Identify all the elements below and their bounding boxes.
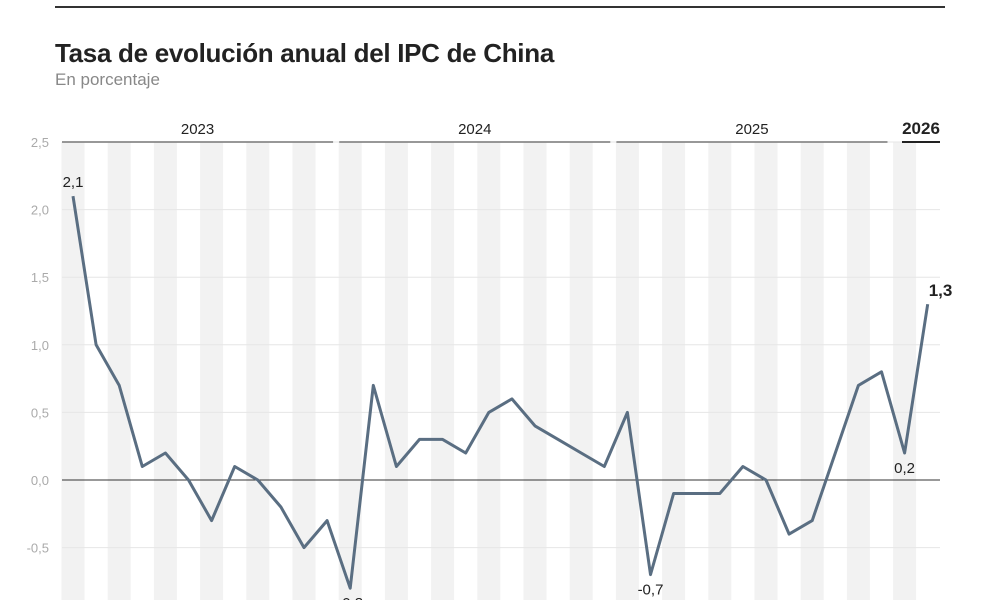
month-band — [846, 142, 870, 600]
year-label: 2026 — [902, 119, 940, 138]
month-band — [431, 142, 455, 600]
chart-title: Tasa de evolución anual del IPC de China — [55, 38, 554, 68]
month-band — [893, 142, 917, 600]
month-band — [61, 142, 85, 600]
month-band — [107, 142, 131, 600]
month-band — [569, 142, 593, 600]
month-band — [338, 142, 362, 600]
year-label: 2025 — [735, 121, 768, 138]
data-label: 2,1 — [63, 174, 84, 191]
y-tick-label: -0,5 — [27, 541, 49, 556]
month-band — [615, 142, 639, 600]
y-tick-label: 0,5 — [31, 405, 49, 420]
month-band — [708, 142, 732, 600]
month-band — [200, 142, 224, 600]
data-label: 0,2 — [894, 460, 915, 477]
top-rule — [55, 6, 945, 8]
month-band — [662, 142, 686, 600]
data-label: 1,3 — [929, 281, 953, 300]
chart-subtitle: En porcentaje — [55, 70, 160, 89]
month-band — [477, 142, 501, 600]
month-band — [246, 142, 270, 600]
y-tick-label: 1,0 — [31, 338, 49, 353]
month-band — [384, 142, 408, 600]
month-band — [153, 142, 177, 600]
month-band — [800, 142, 824, 600]
cpi-series-line — [71, 195, 930, 590]
y-tick-label: 0,0 — [31, 473, 49, 488]
month-band — [523, 142, 547, 600]
month-band — [754, 142, 778, 600]
y-tick-label: 2,0 — [31, 203, 49, 218]
data-label: -0,8 — [337, 595, 363, 600]
y-tick-label: 1,5 — [31, 270, 49, 285]
y-tick-label: 2,5 — [31, 135, 49, 150]
month-band — [292, 142, 316, 600]
year-label: 2024 — [458, 121, 491, 138]
data-label: -0,7 — [638, 582, 664, 599]
year-label: 2023 — [181, 121, 214, 138]
